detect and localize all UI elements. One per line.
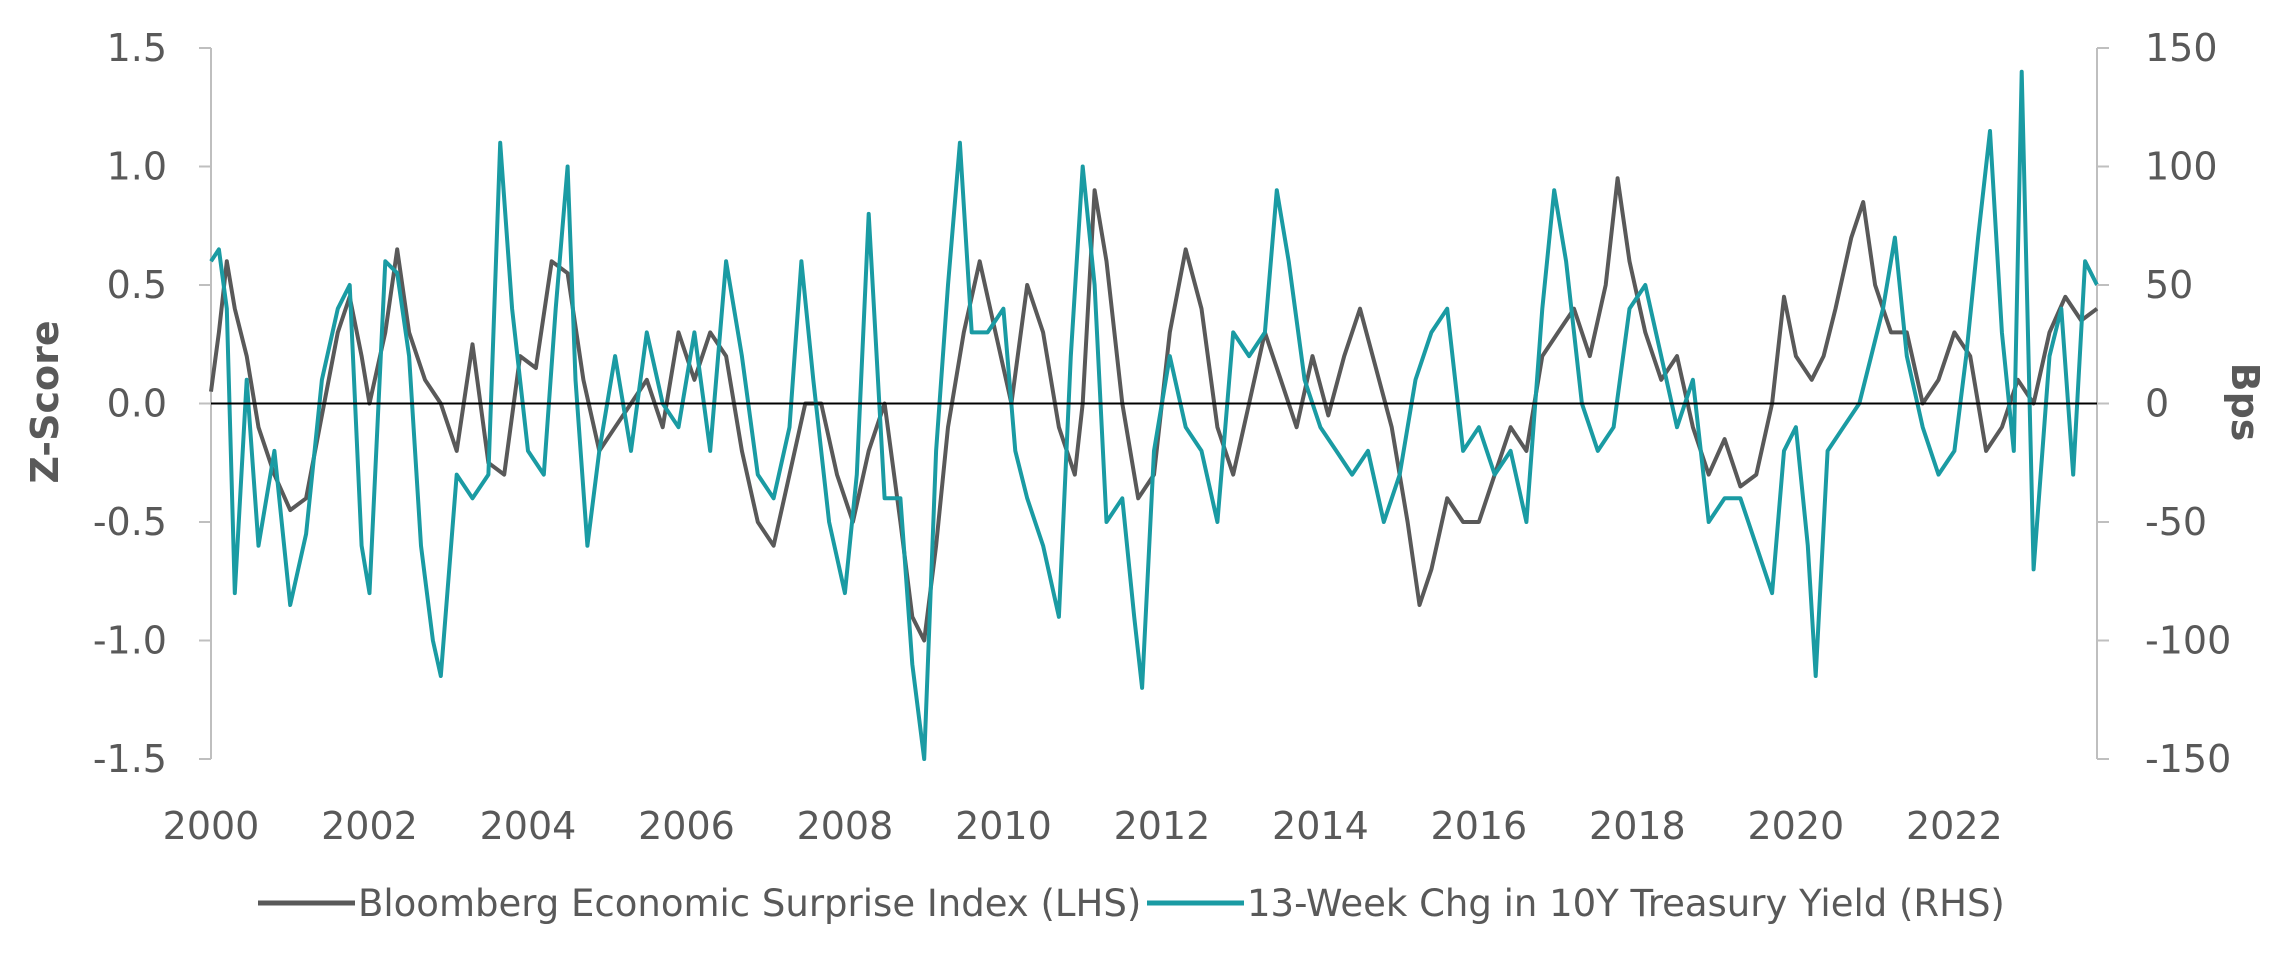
x-tick-label: 2020 (1748, 804, 1845, 848)
right-tick-label: -50 (2145, 500, 2207, 544)
x-tick-label: 2016 (1431, 804, 1528, 848)
right-tick-label: 100 (2145, 145, 2218, 189)
x-axis-ticks: 2000 2002 2004 2006 2008 2010 2012 2014 2016 2018… (163, 804, 2003, 848)
right-axis-title: Bps (2223, 363, 2267, 442)
x-tick-label: 2012 (1114, 804, 1211, 848)
left-tick-label: 1.5 (107, 26, 167, 70)
left-tick-label: -1.0 (93, 619, 167, 663)
legend-label-treasury-yield: 13-Week Chg in 10Y Treasury Yield (RHS) (1247, 882, 2005, 925)
right-tick-label: -150 (2145, 737, 2231, 781)
x-tick-label: 2018 (1589, 804, 1686, 848)
right-tick-label: 150 (2145, 26, 2218, 70)
right-tick-label: 50 (2145, 263, 2193, 307)
x-tick-label: 2014 (1272, 804, 1369, 848)
x-tick-label: 2004 (480, 804, 577, 848)
left-axis-title: Z-Score (23, 320, 67, 483)
left-axis-ticks: 1.5 1.0 0.5 0.0 -0.5 -1.0 -1.5 (93, 26, 211, 781)
x-tick-label: 2010 (955, 804, 1052, 848)
series-lines (209, 69, 2099, 761)
x-tick-label: 2006 (638, 804, 735, 848)
series-line-surprise-index (209, 176, 2099, 643)
x-tick-label: 2008 (797, 804, 894, 848)
legend: Bloomberg Economic Surprise Index (LHS) … (258, 882, 2005, 925)
legend-label-surprise-index: Bloomberg Economic Surprise Index (LHS) (358, 882, 1141, 925)
left-tick-label: -0.5 (93, 500, 167, 544)
x-tick-label: 2000 (163, 804, 260, 848)
x-tick-label: 2022 (1906, 804, 2003, 848)
left-tick-label: 0.0 (107, 382, 167, 426)
left-tick-label: 1.0 (107, 145, 167, 189)
right-tick-label: -100 (2145, 619, 2231, 663)
right-tick-label: 0 (2145, 382, 2169, 426)
left-tick-label: 0.5 (107, 263, 167, 307)
series-line-treasury-yield (209, 69, 2099, 761)
x-tick-label: 2002 (321, 804, 418, 848)
right-axis-ticks: 150 100 50 0 -50 -100 -150 (2097, 26, 2231, 781)
left-tick-label: -1.5 (93, 737, 167, 781)
